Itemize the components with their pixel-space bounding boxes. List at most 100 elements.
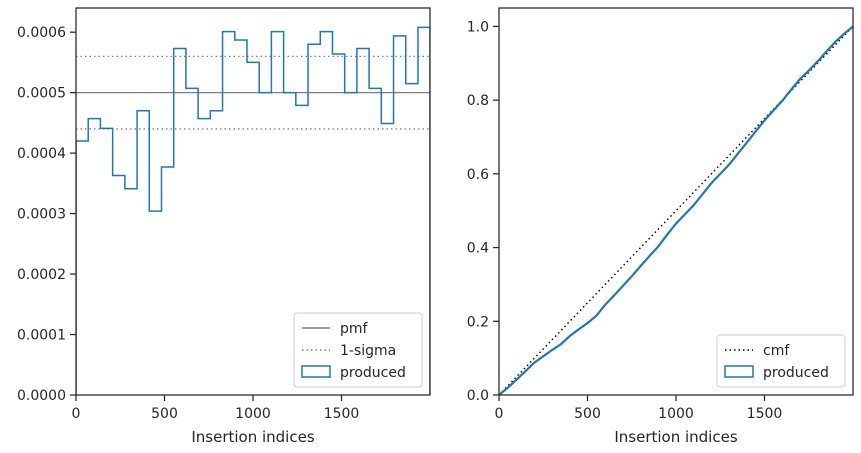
histogram-bin	[223, 32, 235, 395]
produced-cdf-point	[843, 33, 845, 35]
legend-swatch	[301, 365, 331, 378]
produced-cdf-point	[737, 152, 739, 155]
produced-cdf-point	[692, 204, 695, 206]
produced-cdf-point	[577, 328, 580, 331]
histogram-bin	[125, 189, 137, 395]
produced-cdf-point	[569, 335, 571, 337]
histogram-y-tick-label: 0.0004	[17, 146, 66, 162]
produced-cdf-point	[551, 349, 553, 351]
histogram-y-ticks: 0.0000 0.0001 0.0002 0.0003 0.0004 0.0005 0.00…	[17, 25, 76, 404]
histogram-legend: pmf 1-sigma produced	[293, 312, 423, 388]
produced-cdf-point	[825, 50, 828, 53]
cdf-x-tick-label: 0	[495, 406, 504, 422]
produced-cdf-point	[701, 193, 704, 195]
produced-cdf-point	[799, 78, 801, 80]
histogram-x-tick-label: 500	[151, 406, 178, 422]
produced-cdf-point	[507, 386, 509, 389]
histogram-bin	[271, 32, 283, 395]
produced-cdf-point	[666, 233, 668, 236]
produced-cdf-point	[816, 60, 819, 63]
histogram-panel: 0 500 1000 1500 0.00000.00010.00020.00030.0…	[17, 7, 431, 446]
histogram-plot-area	[76, 26, 430, 395]
produced-cdf-point	[684, 213, 686, 216]
cdf-plot-area	[499, 25, 853, 395]
produced-cdf-point	[772, 109, 775, 112]
produced-cdf-point	[657, 245, 660, 248]
produced-cdf-point	[542, 355, 545, 358]
histogram-x-tick-label: 0	[72, 406, 81, 422]
produced-cdf-point	[630, 275, 633, 278]
produced-cdf-point	[604, 303, 606, 306]
produced-cdf-point	[763, 119, 766, 122]
produced-cdf-point	[710, 182, 713, 184]
histogram-bin	[259, 93, 271, 395]
histogram-y-tick-label: 0.0005	[17, 86, 66, 102]
produced-cdf-point	[754, 130, 757, 133]
legend-label: produced	[340, 365, 406, 381]
cdf-y-tick-label: 0.4	[467, 241, 489, 257]
legend-label: 1-sigma	[340, 343, 396, 359]
cdf-y-ticks: 0.0 0.2 0.4 0.6 0.8 1.0	[467, 19, 499, 404]
cdf-x-tick-label: 1000	[658, 406, 694, 422]
produced-cdf-point	[560, 343, 562, 345]
produced-cdf-point	[524, 370, 527, 372]
legend-label: produced	[763, 365, 829, 381]
cdf-axes-frame	[498, 7, 854, 396]
produced-cdf-point	[622, 285, 624, 287]
histogram-bin	[198, 119, 210, 395]
histogram-bin	[235, 40, 247, 395]
produced-cdf-point	[586, 322, 589, 324]
histogram-bin	[210, 111, 222, 395]
cdf-legend: cmf produced	[716, 334, 846, 388]
histogram-bin	[247, 62, 259, 395]
histogram-axes-frame	[75, 7, 431, 396]
histogram-y-tick-label: 0.0006	[17, 25, 66, 41]
produced-cdf-point	[613, 294, 615, 297]
produced-cdf-point	[719, 173, 722, 175]
legend-box	[716, 334, 846, 388]
produced-cdf-point	[781, 100, 783, 102]
legend-label: cmf	[763, 343, 790, 359]
histogram-bin	[113, 175, 125, 395]
produced-cdf-point	[533, 361, 536, 364]
cdf-y-tick-label: 1.0	[467, 19, 489, 35]
histogram-bin	[174, 49, 186, 395]
cdf-y-tick-label: 0.0	[467, 388, 489, 404]
histogram-bin	[100, 128, 112, 395]
histogram-y-tick-label: 0.0002	[17, 267, 66, 283]
produced-cdf-point	[790, 89, 792, 91]
legend-box	[293, 312, 423, 388]
histogram-bin	[137, 111, 149, 395]
histogram-y-tick-label: 0.0000	[17, 388, 66, 404]
produced-cdf-point	[648, 255, 651, 257]
histogram-bin	[161, 167, 173, 395]
cdf-y-tick-label: 0.2	[467, 314, 489, 330]
histogram-x-axis-label: Insertion indices	[191, 428, 314, 446]
histogram-x-tick-label: 1500	[324, 406, 360, 422]
histogram-bin	[186, 88, 198, 395]
legend-swatch	[724, 365, 754, 378]
cdf-y-tick-label: 0.8	[467, 93, 489, 109]
cdf-x-tick-label: 500	[574, 406, 601, 422]
cdf-marks	[499, 25, 853, 395]
produced-histogram-step	[76, 26, 430, 395]
cdf-x-tick-label: 1500	[747, 406, 783, 422]
produced-cdf-point	[834, 41, 837, 43]
histogram-bin	[88, 119, 100, 395]
histogram-marks	[76, 26, 430, 395]
produced-cdf-point	[728, 163, 730, 166]
histogram-y-tick-label: 0.0001	[17, 328, 66, 344]
produced-cdf-point	[639, 265, 642, 267]
histogram-bin	[149, 211, 161, 395]
produced-cdf-point	[675, 222, 677, 225]
produced-cdf-point	[807, 69, 810, 72]
histogram-bin	[76, 141, 88, 395]
cdf-x-ticks: 0 500 1000 1500	[495, 395, 783, 422]
produced-cdf-point	[515, 378, 518, 381]
legend-label: pmf	[340, 321, 369, 337]
produced-cdf-point	[595, 314, 598, 317]
cdf-panel: 0 500 1000 1500 0.0 0.2 0.4 0.6 0.8 1.0 Insertio…	[467, 7, 854, 446]
produced-cdf-point	[746, 141, 748, 144]
histogram-x-ticks: 0 500 1000 1500	[72, 395, 360, 422]
